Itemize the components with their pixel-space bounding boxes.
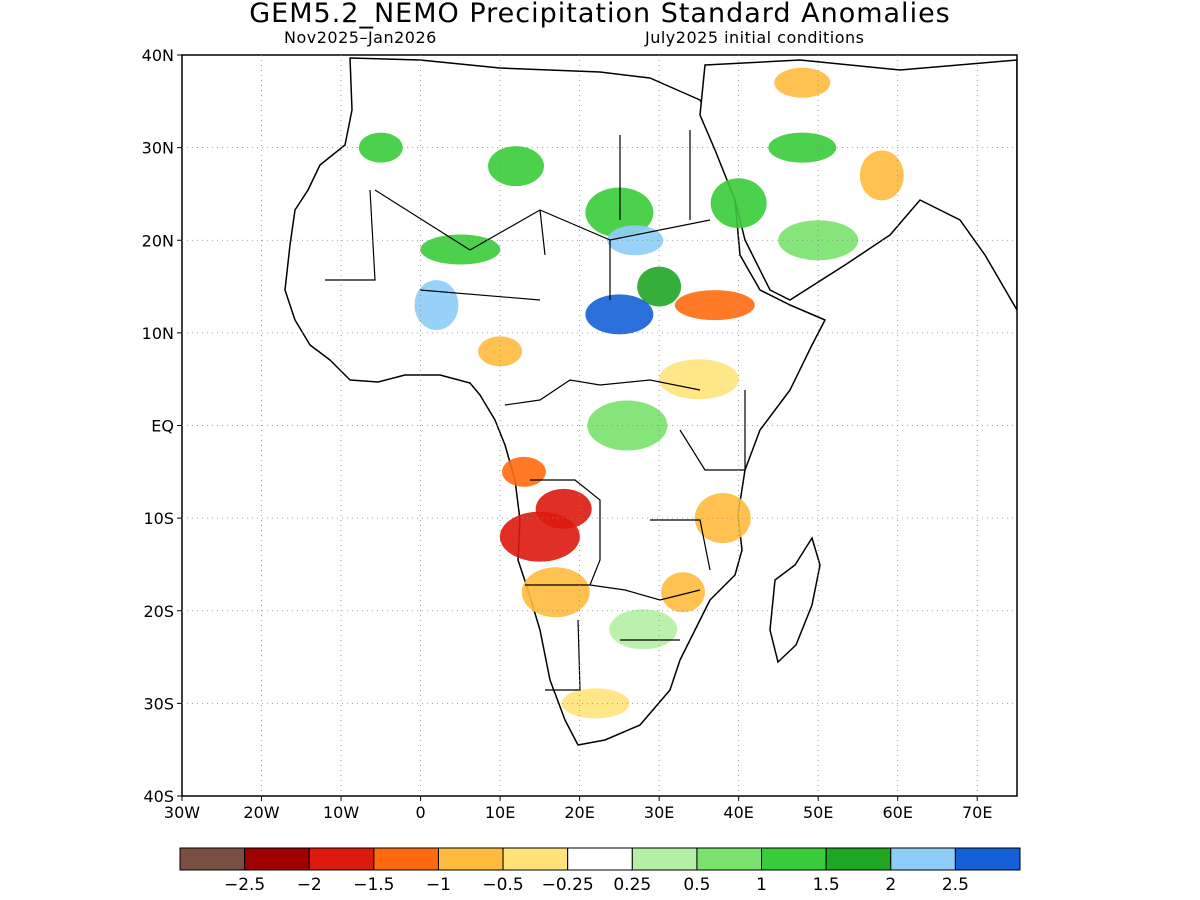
colorbar-label: 1 — [756, 875, 767, 895]
colorbar-label: −1.5 — [353, 875, 394, 895]
forecast-period: Nov2025–Jan2026 — [284, 28, 437, 47]
colorbar-label: −2.5 — [224, 875, 265, 895]
anomaly-area — [609, 609, 678, 650]
colorbar-label: 2.5 — [942, 875, 969, 895]
lon-tick-label: 20W — [243, 803, 279, 822]
colorbar-swatch — [567, 847, 633, 871]
colorbar-swatch — [761, 847, 827, 871]
lon-tick-label: 10E — [485, 803, 515, 822]
anomaly-area — [488, 146, 544, 187]
anomaly-area — [661, 572, 705, 613]
colorbar-label: 0.5 — [683, 875, 710, 895]
anomaly-area — [585, 187, 654, 238]
colorbar-swatch — [308, 847, 375, 871]
colorbar-label: 2 — [885, 875, 896, 895]
anomaly-area — [710, 178, 767, 229]
colorbar-label: −1 — [426, 875, 451, 895]
lon-tick-label: 40E — [723, 803, 753, 822]
anomaly-area — [607, 225, 664, 256]
lon-tick-label: 30W — [164, 803, 200, 822]
colorbar-swatch — [373, 847, 439, 871]
anomaly-area — [478, 336, 523, 367]
lat-tick-label: 10S — [143, 509, 174, 528]
lon-tick-label: 0 — [415, 803, 425, 822]
colorbar-swatch — [437, 847, 504, 871]
lon-tick-label: 50E — [803, 803, 833, 822]
colorbar-label: −0.25 — [542, 875, 594, 895]
anomaly-area — [774, 67, 831, 98]
lat-tick-label: 20S — [143, 602, 174, 621]
anomaly-area — [521, 567, 590, 618]
anomaly-area — [637, 266, 682, 307]
colorbar-swatch — [502, 847, 569, 871]
lat-tick-label: 10N — [142, 324, 174, 343]
colorbar-swatch — [631, 847, 698, 871]
anomaly-area — [561, 688, 630, 719]
lon-tick-label: 60E — [882, 803, 912, 822]
colorbar-swatch — [825, 847, 892, 871]
map-area — [284, 57, 1017, 746]
colorbar-label: 1.5 — [813, 875, 840, 895]
anomaly-area — [859, 150, 904, 201]
lat-tick-label: 40S — [143, 787, 174, 806]
colorbar-label: −2 — [297, 875, 322, 895]
colorbar-swatch — [890, 847, 956, 871]
colorbar-label: −0.5 — [482, 875, 523, 895]
colorbar-swatch — [696, 847, 763, 871]
anomaly-area — [585, 294, 654, 335]
colorbar-label: 0.25 — [613, 875, 651, 895]
lat-tick-label: 30S — [143, 694, 174, 713]
anomaly-area — [420, 234, 501, 265]
lat-tick-label: 40N — [142, 46, 174, 65]
lon-tick-label: 20E — [564, 803, 594, 822]
colorbar-swatch — [954, 847, 1021, 871]
anomaly-area — [535, 488, 592, 529]
anomaly-area — [501, 456, 546, 487]
colorbar-swatch — [179, 847, 246, 871]
anomaly-area — [658, 359, 739, 400]
lon-tick-label: 30E — [644, 803, 674, 822]
lat-tick-label: EQ — [151, 417, 174, 436]
madagascar-landmass — [769, 536, 821, 664]
lon-tick-label: 10W — [323, 803, 359, 822]
anomaly-area — [358, 132, 403, 163]
lon-tick-label: 70E — [962, 803, 992, 822]
lat-tick-label: 20N — [142, 231, 174, 250]
lat-tick-label: 30N — [142, 139, 174, 158]
anomaly-area — [674, 290, 755, 321]
map-title: GEM5.2_NEMO Precipitation Standard Anoma… — [249, 0, 951, 29]
initial-conditions-label: July2025 initial conditions — [645, 28, 865, 47]
colorbar-swatch — [244, 847, 310, 871]
anomaly-area — [414, 280, 459, 331]
